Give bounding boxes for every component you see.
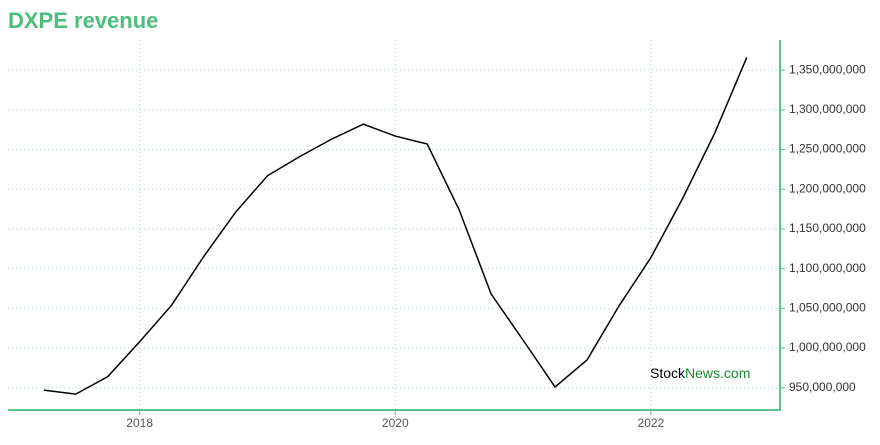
line-series [43,57,748,395]
x-tick-label: 2022 [638,416,665,430]
y-tick-label: 1,150,000,000 [789,221,866,235]
y-tick-label: 1,250,000,000 [789,142,866,156]
chart-title: DXPE revenue [8,8,158,33]
watermark-part: News.com [685,365,750,381]
x-tick-label: 2020 [382,416,409,430]
watermark: StockNews.com [650,365,750,381]
y-tick-label: 1,100,000,000 [789,261,866,275]
y-tick-label: 950,000,000 [789,380,856,394]
y-tick-label: 1,200,000,000 [789,181,866,195]
x-tick-label: 2018 [126,416,153,430]
y-tick-label: 1,000,000,000 [789,340,866,354]
watermark-part: Stock [650,365,686,381]
y-tick-label: 1,350,000,000 [789,62,866,76]
y-tick-label: 1,300,000,000 [789,102,866,116]
y-tick-label: 1,050,000,000 [789,301,866,315]
